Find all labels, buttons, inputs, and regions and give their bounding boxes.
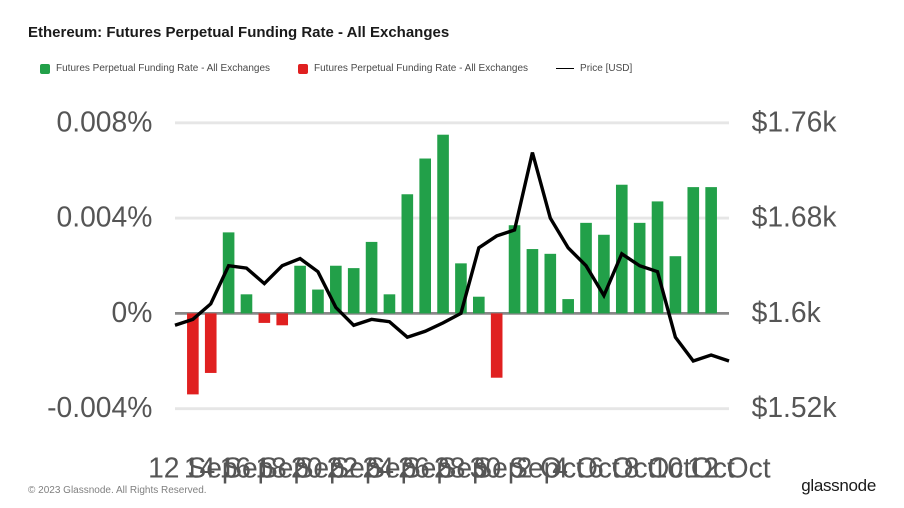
price-line [175, 153, 729, 361]
y-right-tick-label: $1.6k [752, 296, 822, 328]
funding-bar [419, 159, 431, 314]
funding-bar [562, 299, 574, 313]
legend-item-price: Price [USD] [556, 63, 632, 74]
funding-bar [509, 225, 521, 313]
funding-bar [491, 313, 503, 377]
legend-label-positive: Futures Perpetual Funding Rate - All Exc… [56, 63, 270, 74]
funding-bar [705, 187, 717, 313]
y-left-tick-label: 0% [112, 296, 153, 328]
funding-bar [312, 290, 324, 314]
funding-bar [259, 313, 271, 323]
y-left-tick-label: 0.004% [57, 201, 153, 233]
funding-bar [670, 256, 682, 313]
y-right-tick-label: $1.52k [752, 391, 838, 423]
funding-bar [276, 313, 288, 325]
chart-container: Ethereum: Futures Perpetual Funding Rate… [0, 0, 904, 508]
y-left-tick-label: 0.008% [57, 105, 153, 137]
chart-svg: -0.004% 0% 0.004% 0.008% $1.52k $1.6k $1.68k $1… [28, 82, 876, 506]
funding-bar [366, 242, 378, 313]
funding-bar [187, 313, 199, 394]
y-right-tick-label: $1.76k [752, 105, 838, 137]
funding-bar [527, 249, 539, 313]
funding-bar [205, 313, 217, 373]
funding-bar [402, 194, 414, 313]
x-tick-label: 12 Oct [687, 452, 770, 484]
funding-bar [437, 135, 449, 314]
funding-bar [598, 235, 610, 314]
legend-line-price [556, 68, 574, 69]
funding-bar [687, 187, 699, 313]
funding-bar [473, 297, 485, 314]
legend: Futures Perpetual Funding Rate - All Exc… [28, 63, 876, 74]
legend-label-negative: Futures Perpetual Funding Rate - All Exc… [314, 63, 528, 74]
y-right-tick-label: $1.68k [752, 201, 838, 233]
funding-bar [348, 268, 360, 313]
y-left-tick-label: -0.004% [47, 391, 152, 423]
legend-swatch-negative [298, 64, 308, 74]
legend-label-price: Price [USD] [580, 63, 632, 74]
chart-title: Ethereum: Futures Perpetual Funding Rate… [28, 24, 876, 41]
funding-bar [544, 254, 556, 314]
legend-item-positive: Futures Perpetual Funding Rate - All Exc… [40, 63, 270, 74]
funding-bar [616, 185, 628, 314]
legend-item-negative: Futures Perpetual Funding Rate - All Exc… [298, 63, 528, 74]
funding-bar [241, 294, 253, 313]
funding-bar [652, 201, 664, 313]
legend-swatch-positive [40, 64, 50, 74]
chart-area: -0.004% 0% 0.004% 0.008% $1.52k $1.6k $1.68k $1… [28, 82, 876, 470]
funding-bar [384, 294, 396, 313]
funding-bar [294, 266, 306, 314]
funding-bar [455, 263, 467, 313]
